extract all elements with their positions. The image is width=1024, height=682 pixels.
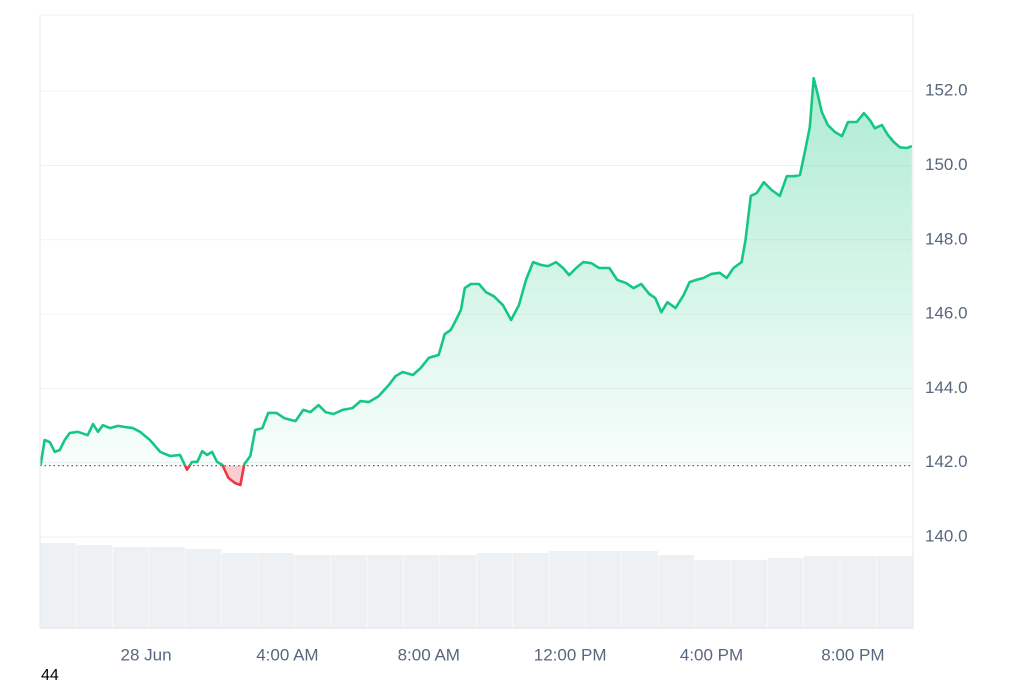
y-tick-label: 142.0	[925, 452, 968, 471]
volume-bar	[622, 550, 658, 628]
volume-bar	[440, 554, 476, 628]
volume-bar	[476, 553, 513, 628]
volume-bar	[549, 550, 586, 628]
y-tick-label: 144.0	[925, 378, 968, 397]
volume-bar	[767, 557, 804, 628]
volume-bar	[876, 556, 913, 628]
x-tick-label: 4:00 PM	[680, 645, 743, 664]
volume-bar	[149, 546, 185, 628]
volume-bar	[840, 556, 877, 628]
volume-bar	[112, 546, 149, 628]
footer-text: 44	[41, 667, 59, 682]
x-tick-label: 28 Jun	[121, 645, 172, 664]
x-tick-label: 12:00 PM	[534, 645, 607, 664]
y-tick-label: 140.0	[925, 526, 968, 545]
volume-bar	[221, 553, 258, 628]
volume-bar	[367, 554, 404, 628]
x-tick-label: 4:00 AM	[256, 645, 318, 664]
y-tick-label: 152.0	[925, 81, 968, 100]
volume-bar	[76, 545, 113, 628]
x-tick-label: 8:00 AM	[398, 645, 460, 664]
price-area	[40, 78, 912, 485]
volume-bar	[40, 543, 76, 628]
x-tick-label: 8:00 PM	[821, 645, 884, 664]
volume-bar	[803, 556, 840, 628]
label-layer: 140.0 142.0 144.0 146.0 148.0 150.0 152.0 28 Ju…	[121, 81, 968, 665]
volume-bar	[403, 554, 440, 628]
plot-layer	[39, 76, 913, 487]
y-tick-label: 150.0	[925, 155, 968, 174]
y-tick-label: 148.0	[925, 229, 968, 248]
volume-bar	[694, 560, 731, 628]
volume-bar	[658, 554, 695, 628]
volume-bar	[512, 553, 549, 628]
volume-bar	[331, 554, 367, 628]
volume-bar	[185, 549, 222, 628]
price-line	[39, 76, 913, 487]
y-tick-label: 146.0	[925, 304, 968, 323]
volume-bar	[294, 554, 331, 628]
volume-bar	[258, 553, 295, 628]
volume-layer	[40, 543, 913, 628]
volume-bar	[585, 550, 622, 628]
volume-bar	[731, 560, 767, 628]
